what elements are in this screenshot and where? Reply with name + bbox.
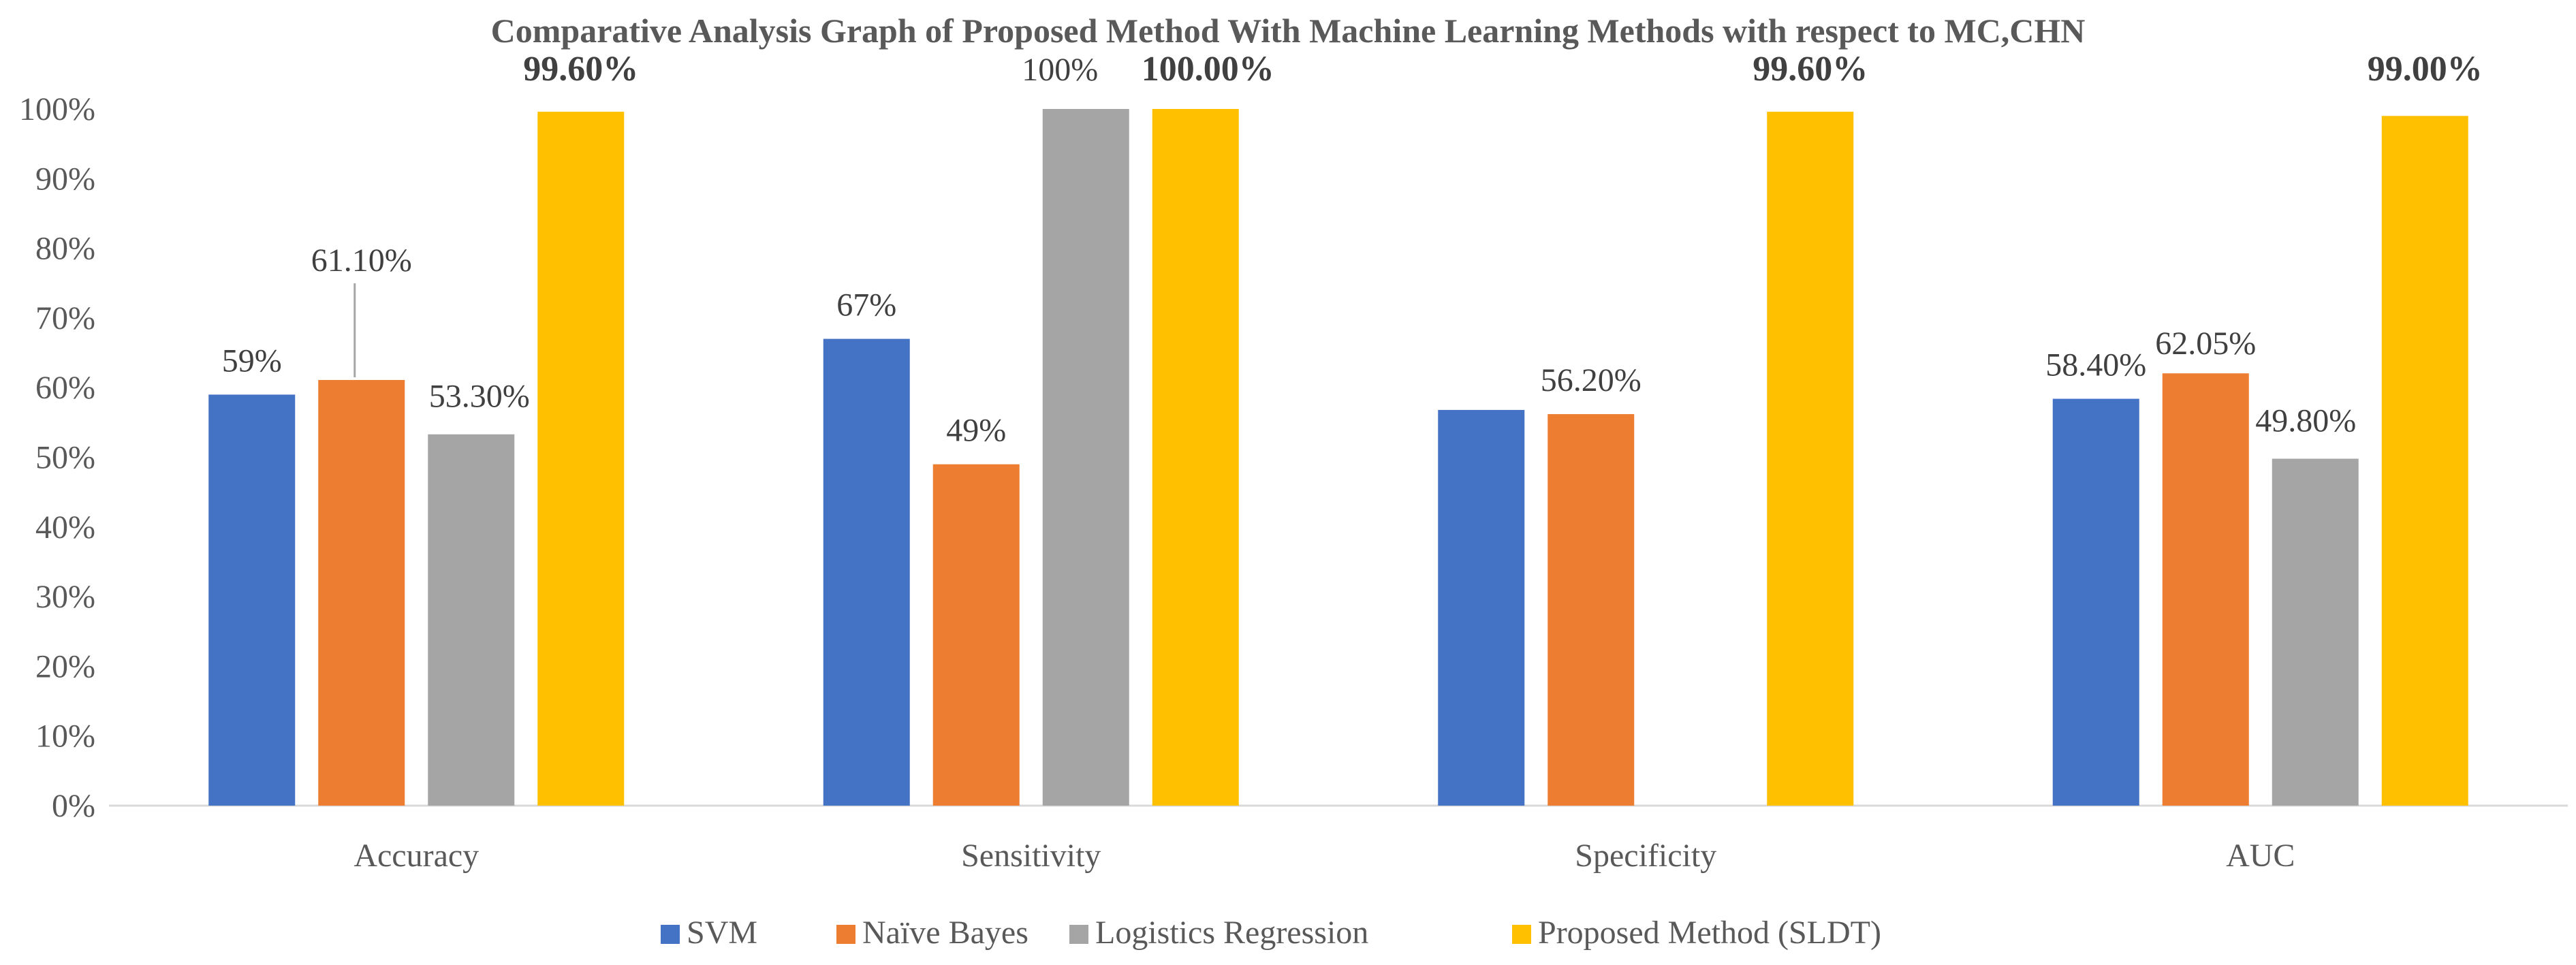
y-tick-label: 60%: [35, 370, 95, 406]
data-label: 53.30%: [429, 379, 530, 415]
bar: [1042, 109, 1129, 806]
data-label: 56.20%: [1541, 362, 1642, 398]
data-label: 62.05%: [2155, 326, 2256, 362]
y-tick-label: 10%: [35, 718, 95, 755]
data-label: 67%: [836, 287, 896, 323]
bar: [1438, 409, 1525, 806]
legend-swatch: [661, 925, 680, 944]
data-label: 100%: [1022, 52, 1098, 88]
bar: [932, 464, 1020, 806]
x-category-label: AUC: [2226, 838, 2295, 874]
legend-label: Naïve Bayes: [862, 915, 1028, 951]
data-label: 58.40%: [2045, 347, 2146, 383]
bar: [1548, 414, 1635, 806]
data-label: 49%: [946, 413, 1006, 449]
legend-swatch: [1069, 925, 1088, 944]
legend: SVM Naïve Bayes Logistics Regression Propos…: [661, 915, 1881, 951]
bar: [823, 338, 910, 806]
y-tick-label: 40%: [35, 509, 95, 545]
bar: [2052, 398, 2139, 806]
data-label: 100.00%: [1142, 50, 1274, 89]
legend-swatch: [836, 925, 855, 944]
legend-label: Logistics Regression: [1095, 915, 1368, 951]
axes: 0% 10% 20% 30% 40% 50% 60% 70% 80% 90% 100% Accurac…: [19, 91, 2568, 874]
data-label: 61.10%: [311, 242, 412, 279]
bar: [2272, 458, 2359, 806]
x-category-label: Accuracy: [354, 838, 479, 874]
data-label: 59%: [222, 343, 282, 379]
data-label: 99.60%: [1753, 50, 1868, 89]
bar: [1767, 112, 1854, 806]
legend-swatch: [1512, 925, 1531, 944]
y-tick-label: 90%: [35, 161, 95, 197]
y-tick-label: 20%: [35, 648, 95, 684]
bar: [2381, 116, 2468, 806]
x-category-label: Sensitivity: [961, 838, 1101, 874]
bar: [318, 379, 405, 806]
legend-label: SVM: [687, 915, 757, 951]
data-label: 49.80%: [2255, 403, 2356, 439]
data-labels: 59% 61.10% 53.30% 99.60% 67% 49% 100% 100.00% 56…: [222, 50, 2483, 449]
bar: [1152, 109, 1239, 806]
bar: [2162, 373, 2249, 806]
legend-label: Proposed Method (SLDT): [1538, 915, 1881, 951]
y-tick-label: 100%: [19, 91, 95, 127]
bars: [208, 109, 2468, 806]
bar: [537, 112, 625, 806]
data-label: 99.00%: [2368, 50, 2483, 89]
y-tick-label: 50%: [35, 440, 95, 476]
y-tick-label: 80%: [35, 231, 95, 267]
y-tick-label: 0%: [52, 788, 95, 824]
bar: [428, 434, 515, 806]
chart-title: Comparative Analysis Graph of Proposed M…: [491, 12, 2086, 50]
x-category-label: Specificity: [1575, 838, 1716, 874]
bar: [208, 394, 296, 806]
y-tick-label: 30%: [35, 579, 95, 615]
y-tick-label: 70%: [35, 300, 95, 336]
data-label: 99.60%: [523, 50, 638, 89]
